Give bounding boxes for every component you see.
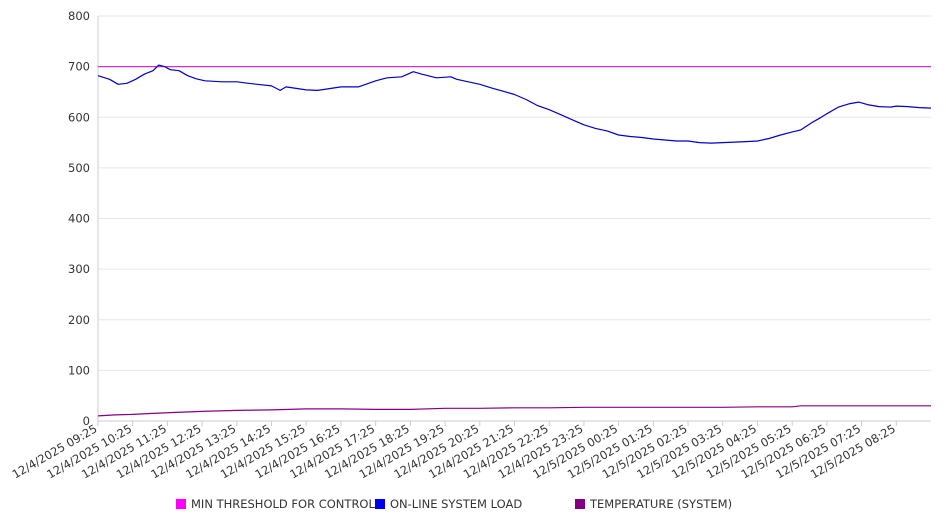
y-tick-label: 400 bbox=[68, 212, 90, 226]
y-tick-label: 500 bbox=[68, 161, 90, 175]
legend-swatch bbox=[176, 499, 186, 509]
y-tick-label: 200 bbox=[68, 313, 90, 327]
series-lines bbox=[97, 64, 932, 417]
legend-item-min-threshold[interactable]: MIN THRESHOLD FOR CONTROL bbox=[176, 497, 375, 511]
y-tick-label: 600 bbox=[68, 110, 90, 124]
y-tick-label: 300 bbox=[68, 262, 90, 276]
legend-swatch bbox=[575, 499, 585, 509]
y-axis-ticks: 0 100 200 300 400 500 600 700 800 bbox=[68, 9, 90, 428]
legend-label: TEMPERATURE (SYSTEM) bbox=[590, 497, 733, 511]
legend: MIN THRESHOLD FOR CONTROL ON-LINE SYSTEM… bbox=[0, 497, 946, 517]
axes bbox=[97, 16, 931, 422]
y-tick-label: 0 bbox=[83, 414, 90, 428]
y-tick-label: 800 bbox=[68, 9, 90, 23]
y-tick-label: 100 bbox=[68, 363, 90, 377]
y-tick-label: 700 bbox=[68, 60, 90, 74]
legend-item-temperature-system[interactable]: TEMPERATURE (SYSTEM) bbox=[575, 497, 732, 511]
legend-swatch bbox=[375, 499, 385, 509]
grid-lines bbox=[98, 15, 931, 422]
legend-item-online-system-load[interactable]: ON-LINE SYSTEM LOAD bbox=[375, 497, 522, 511]
legend-label: ON-LINE SYSTEM LOAD bbox=[390, 497, 523, 511]
series-line-on-line-system-load bbox=[97, 64, 932, 144]
legend-label: MIN THRESHOLD FOR CONTROL bbox=[191, 497, 375, 511]
series-line-temperature-system bbox=[97, 405, 931, 417]
